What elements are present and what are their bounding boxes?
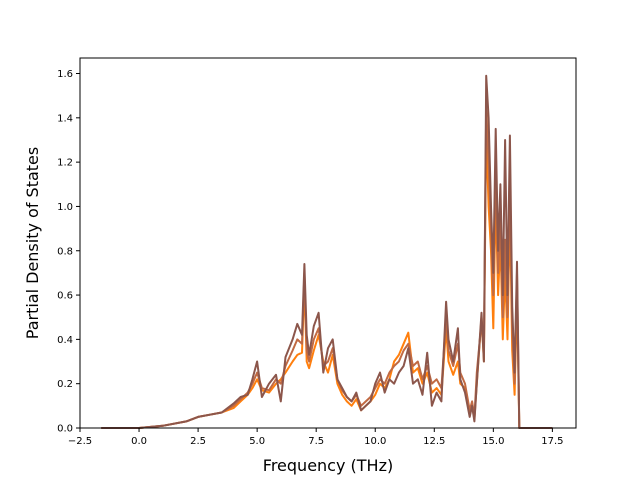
x-tick-label: 10.0 <box>364 436 386 447</box>
x-tick-label: 2.5 <box>190 436 206 447</box>
y-tick-label: 1.0 <box>57 202 73 213</box>
axis-ticks: −2.5 0.0 2.5 5.0 7.5 10.0 12.5 15.0 17.50.00.20.… <box>57 69 563 447</box>
x-tick-label: 5.0 <box>249 436 265 447</box>
plot-frame <box>79 57 577 429</box>
plot-lines <box>101 74 553 429</box>
y-tick-label: 1.2 <box>57 158 73 169</box>
x-tick-label: 7.5 <box>308 436 324 447</box>
y-tick-label: 0.0 <box>57 424 73 435</box>
y-tick-label: 0.4 <box>57 335 73 346</box>
y-axis-title: Partial Density of States <box>23 147 42 339</box>
series-line-3 <box>101 74 553 429</box>
x-tick-label: 15.0 <box>482 436 504 447</box>
x-tick-label: −2.5 <box>68 436 92 447</box>
y-tick-label: 1.6 <box>57 69 73 80</box>
x-tick-label: 0.0 <box>131 436 147 447</box>
y-tick-label: 0.2 <box>57 379 73 390</box>
y-tick-label: 1.4 <box>57 113 73 124</box>
y-tick-label: 0.8 <box>57 246 73 257</box>
x-axis-title: Frequency (THz) <box>263 456 393 475</box>
x-tick-label: 12.5 <box>423 436 445 447</box>
y-tick-label: 0.6 <box>57 291 73 302</box>
x-tick-label: 17.5 <box>541 436 563 447</box>
